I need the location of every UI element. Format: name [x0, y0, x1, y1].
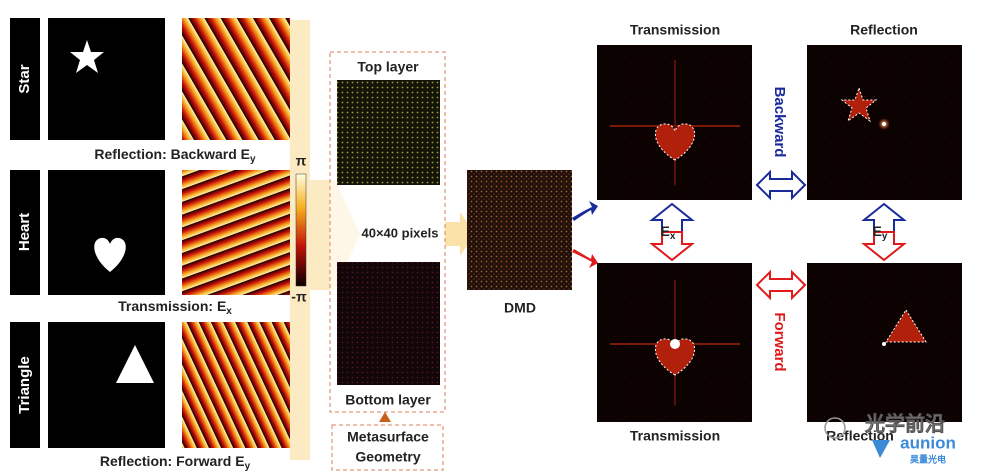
row-label-box [10, 18, 40, 140]
backward-label: Backward [771, 87, 788, 158]
caption: Transmission: Ex [118, 298, 232, 317]
dmd-image [467, 170, 572, 290]
watermark-text: 光学前沿 [864, 412, 945, 436]
forward-arrow [755, 269, 807, 301]
pol-arrow-up [649, 202, 695, 233]
phase-map [182, 170, 290, 295]
bottom-layer-image [337, 262, 440, 385]
triangle-shape [116, 345, 154, 383]
top-layer-label: Top layer [357, 59, 419, 75]
row-label-box [10, 322, 40, 448]
geometry-label: Metasurface [347, 429, 429, 445]
row: Star Reflection: Backward Ey [10, 18, 290, 165]
target-image [48, 18, 165, 140]
top-layer-image [337, 80, 440, 185]
flow-arrow [290, 20, 360, 460]
caption: Reflection: Backward Ey [94, 146, 256, 165]
geometry-box [331, 424, 444, 471]
row: Triangle Reflection: Forward Ey [10, 322, 290, 472]
output-panel: Transmission [597, 263, 752, 444]
star-shape [70, 40, 104, 73]
red-arrow [572, 249, 598, 268]
watermark-icon [824, 417, 846, 439]
row-label: Heart [16, 213, 33, 251]
pol-arrow-down [861, 231, 907, 262]
phase-map [182, 18, 290, 140]
panel-title: Reflection [850, 22, 918, 38]
polarization-label: Ey [873, 223, 888, 242]
output-panel: Transmission [597, 22, 752, 200]
output-panel: Reflection [807, 263, 962, 444]
heart-shape [94, 237, 126, 272]
colorbar [295, 173, 307, 287]
dmd-label: DMD [504, 300, 536, 316]
target-image [48, 322, 165, 448]
heart-image [655, 338, 695, 376]
colorbar-max: π [296, 153, 307, 169]
row-label-box [10, 170, 40, 295]
row-label: Star [16, 64, 33, 93]
target-image [48, 170, 165, 295]
forward-label: Forward [771, 312, 788, 371]
pol-arrow-down [649, 231, 695, 262]
row: Heart Transmission: Ex [10, 170, 290, 317]
pol-arrow-up [861, 202, 907, 233]
geometry-label: Geometry [355, 449, 421, 465]
backward-arrow [755, 169, 807, 201]
heart-image [655, 123, 695, 161]
brand-name: aunion [900, 433, 956, 452]
phase-map [182, 322, 290, 448]
star-image [840, 86, 878, 123]
up-arrow [379, 412, 391, 422]
zero-order [670, 339, 680, 349]
brand-sub: 昊量光电 [910, 454, 946, 466]
caption: Reflection: Forward Ey [100, 453, 251, 472]
row-label: Triangle [16, 356, 33, 414]
zero-order [882, 122, 886, 126]
zero-order [882, 342, 886, 346]
colorbar-min: -π [291, 289, 307, 305]
triangle-image [885, 309, 927, 343]
polarization-label: Ex [661, 223, 676, 242]
blue-arrow [572, 201, 598, 221]
panel-title: Transmission [630, 22, 720, 38]
pixel-size-label: 40×40 pixels [362, 225, 439, 240]
panel-title: Transmission [630, 428, 720, 444]
bottom-layer-label: Bottom layer [345, 392, 431, 408]
output-panel: Reflection [807, 22, 962, 200]
brand-logo [872, 440, 890, 458]
panel-title: Reflection [826, 428, 894, 444]
